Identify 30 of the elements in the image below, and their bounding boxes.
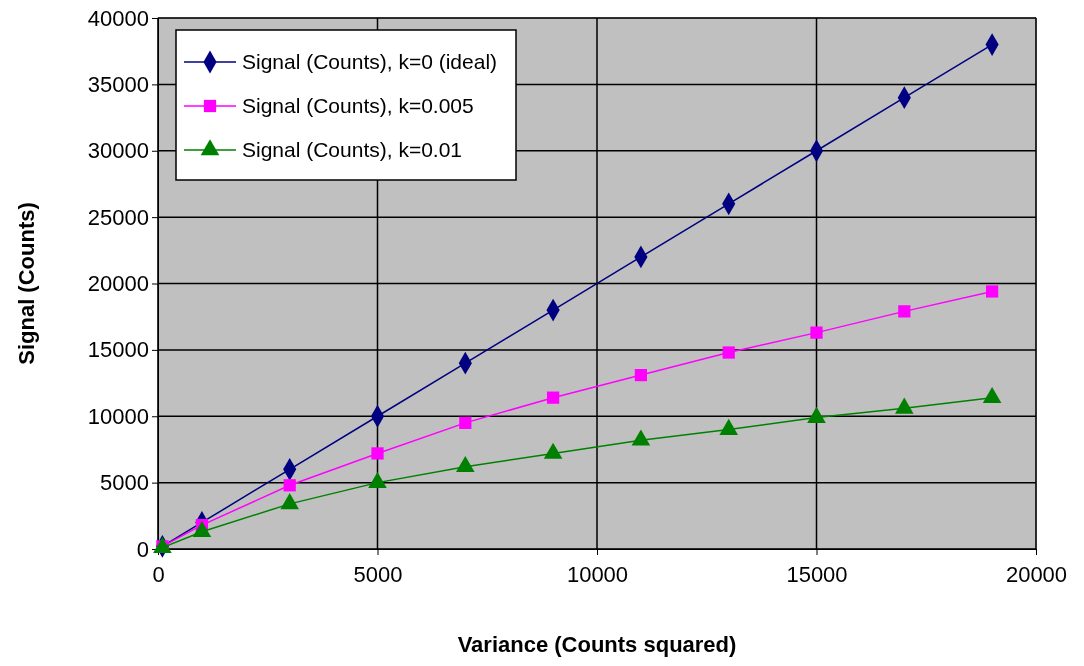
point bbox=[898, 305, 911, 318]
point bbox=[283, 479, 296, 492]
y-axis-title: Signal (Counts) bbox=[14, 202, 39, 365]
x-tick-label: 20000 bbox=[1005, 562, 1068, 588]
point bbox=[985, 285, 999, 298]
y-tick-label: 40000 bbox=[87, 5, 149, 31]
y-tick-label: 5000 bbox=[100, 470, 149, 496]
x-tick-label: 0 bbox=[152, 562, 165, 588]
point bbox=[371, 447, 384, 460]
y-tick-label: 20000 bbox=[87, 271, 149, 297]
x-axis-title: Variance (Counts squared) bbox=[457, 632, 737, 657]
legend-label: Signal (Counts), k=0 (ideal) bbox=[242, 50, 498, 73]
x-tick-label: 15000 bbox=[786, 562, 848, 588]
legend-label: Signal (Counts), k=0.005 bbox=[242, 94, 474, 117]
x-tick-label: 5000 bbox=[353, 562, 403, 588]
y-tick-label: 35000 bbox=[87, 71, 149, 97]
legend-label: Signal (Counts), k=0.01 bbox=[242, 138, 463, 161]
point bbox=[546, 391, 560, 404]
point bbox=[634, 368, 648, 382]
y-tick-label: 15000 bbox=[87, 337, 149, 363]
y-tick-label: 25000 bbox=[87, 204, 149, 230]
y-tick-label: 0 bbox=[136, 536, 149, 562]
point bbox=[192, 521, 212, 538]
y-tick-label: 30000 bbox=[87, 138, 149, 164]
point bbox=[722, 346, 735, 359]
point bbox=[280, 493, 300, 510]
x-tick-label: 10000 bbox=[566, 562, 629, 588]
point bbox=[459, 416, 472, 430]
y-tick-label: 10000 bbox=[87, 403, 149, 429]
point bbox=[810, 326, 823, 339]
